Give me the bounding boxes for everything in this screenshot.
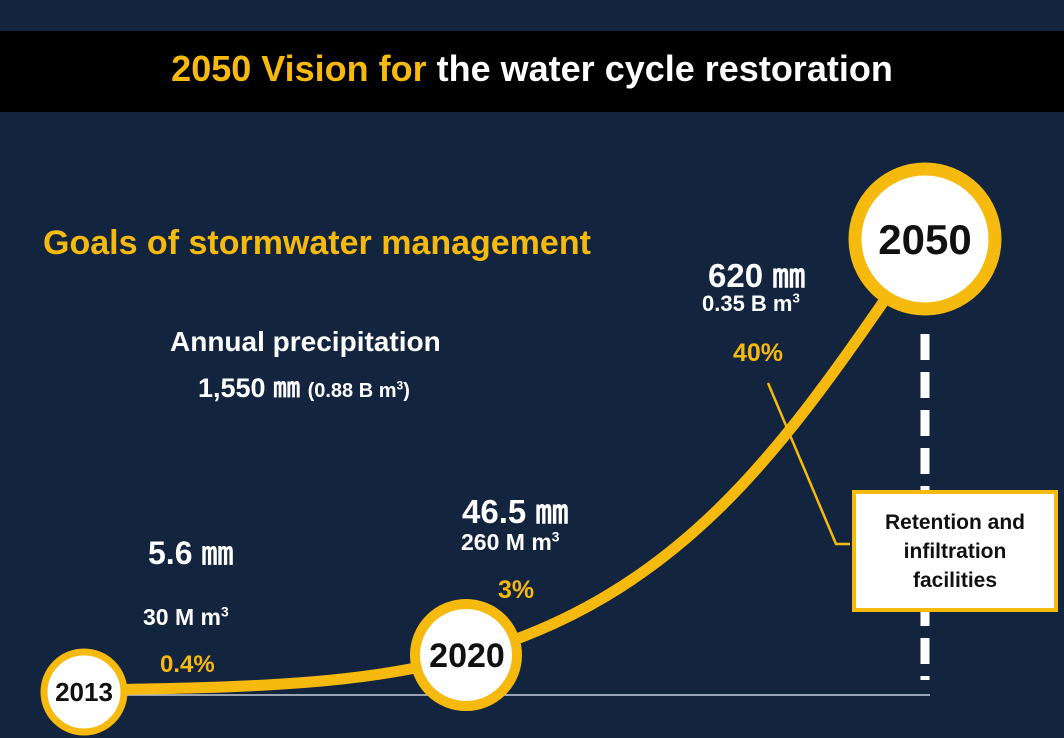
retention-facilities-callout: Retention and infiltration facilities bbox=[852, 490, 1058, 612]
precipitation-depth: 1,550 ㎜ bbox=[198, 373, 301, 403]
precipitation-volume: (0.88 B m3) bbox=[307, 378, 410, 402]
callout-line-1: Retention and bbox=[885, 510, 1025, 534]
precipitation-value: 1,550 ㎜ (0.88 B m3) bbox=[198, 366, 410, 405]
milestone-2020-circle bbox=[410, 599, 522, 711]
milestone-2020-volume: 260 M m3 bbox=[461, 529, 560, 555]
year-2050: 2050 bbox=[878, 216, 972, 263]
precipitation-label: Annual precipitation bbox=[170, 326, 441, 357]
milestone-2013-depth: 5.6 ㎜ bbox=[148, 535, 234, 571]
title-banner: 2050 Vision for the water cycle restorat… bbox=[0, 31, 1064, 112]
year-2013: 2013 bbox=[55, 677, 113, 707]
year-2020: 2020 bbox=[429, 637, 505, 675]
milestone-2013-volume: 30 M m3 bbox=[143, 604, 229, 630]
callout-line-3: facilities bbox=[912, 568, 998, 592]
title-rest: the water cycle restoration bbox=[436, 48, 893, 89]
title-highlight: 2050 Vision for bbox=[171, 48, 427, 89]
milestone-2020-depth: 46.5 ㎜ bbox=[462, 493, 569, 530]
milestone-2050-percent: 40% bbox=[733, 339, 784, 367]
milestone-2013-circle bbox=[40, 648, 128, 736]
milestone-2013-percent: 0.4% bbox=[160, 651, 215, 678]
subtitle: Goals of stormwater management bbox=[43, 224, 591, 262]
milestone-2020-percent: 3% bbox=[498, 576, 535, 604]
callout-line-2: infiltration bbox=[903, 539, 1007, 563]
milestone-2050-volume: 0.35 B m3 bbox=[702, 290, 800, 316]
milestone-2050-depth: 620 ㎜ bbox=[708, 257, 806, 294]
callout-leader-line bbox=[766, 382, 850, 546]
milestone-2050-circle bbox=[848, 162, 1002, 316]
